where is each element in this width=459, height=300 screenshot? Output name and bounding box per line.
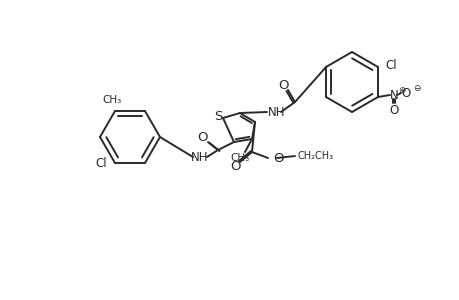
Text: CH₃: CH₃ xyxy=(102,95,121,105)
Text: NH: NH xyxy=(268,106,285,118)
Text: Cl: Cl xyxy=(95,158,107,170)
Text: O: O xyxy=(401,86,410,100)
Text: ⊕: ⊕ xyxy=(397,85,404,94)
Text: O: O xyxy=(388,103,398,116)
Text: ⊖: ⊖ xyxy=(412,83,420,92)
Text: CH₃: CH₃ xyxy=(230,153,249,163)
Text: O: O xyxy=(278,79,289,92)
Text: O: O xyxy=(197,130,208,143)
Text: O: O xyxy=(230,160,241,172)
Text: S: S xyxy=(213,110,222,122)
Text: NH: NH xyxy=(191,151,208,164)
Text: CH₂CH₃: CH₂CH₃ xyxy=(297,151,333,161)
Text: Cl: Cl xyxy=(384,58,396,71)
Text: O: O xyxy=(272,152,283,164)
Text: N: N xyxy=(389,88,398,101)
